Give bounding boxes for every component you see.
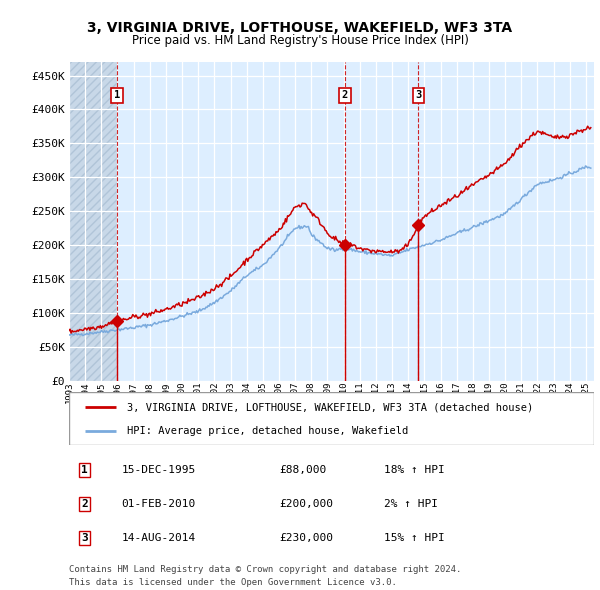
Text: 2: 2: [342, 90, 348, 100]
Text: 3: 3: [82, 533, 88, 543]
Text: 1: 1: [82, 465, 88, 475]
Text: HPI: Average price, detached house, Wakefield: HPI: Average price, detached house, Wake…: [127, 425, 408, 435]
Text: Contains HM Land Registry data © Crown copyright and database right 2024.: Contains HM Land Registry data © Crown c…: [69, 565, 461, 574]
Text: 15-DEC-1995: 15-DEC-1995: [121, 465, 196, 475]
Text: 1: 1: [113, 90, 120, 100]
Text: 2% ↑ HPI: 2% ↑ HPI: [384, 499, 438, 509]
Text: 3, VIRGINIA DRIVE, LOFTHOUSE, WAKEFIELD, WF3 3TA (detached house): 3, VIRGINIA DRIVE, LOFTHOUSE, WAKEFIELD,…: [127, 402, 533, 412]
Text: £88,000: £88,000: [279, 465, 326, 475]
Text: £200,000: £200,000: [279, 499, 333, 509]
Text: Price paid vs. HM Land Registry's House Price Index (HPI): Price paid vs. HM Land Registry's House …: [131, 34, 469, 47]
Text: 18% ↑ HPI: 18% ↑ HPI: [384, 465, 445, 475]
Text: 15% ↑ HPI: 15% ↑ HPI: [384, 533, 445, 543]
Bar: [69, 62, 117, 381]
Text: 14-AUG-2014: 14-AUG-2014: [121, 533, 196, 543]
Text: 3, VIRGINIA DRIVE, LOFTHOUSE, WAKEFIELD, WF3 3TA: 3, VIRGINIA DRIVE, LOFTHOUSE, WAKEFIELD,…: [88, 21, 512, 35]
Text: 01-FEB-2010: 01-FEB-2010: [121, 499, 196, 509]
Text: 3: 3: [415, 90, 421, 100]
Text: 2: 2: [82, 499, 88, 509]
Text: This data is licensed under the Open Government Licence v3.0.: This data is licensed under the Open Gov…: [69, 578, 397, 587]
Text: £230,000: £230,000: [279, 533, 333, 543]
